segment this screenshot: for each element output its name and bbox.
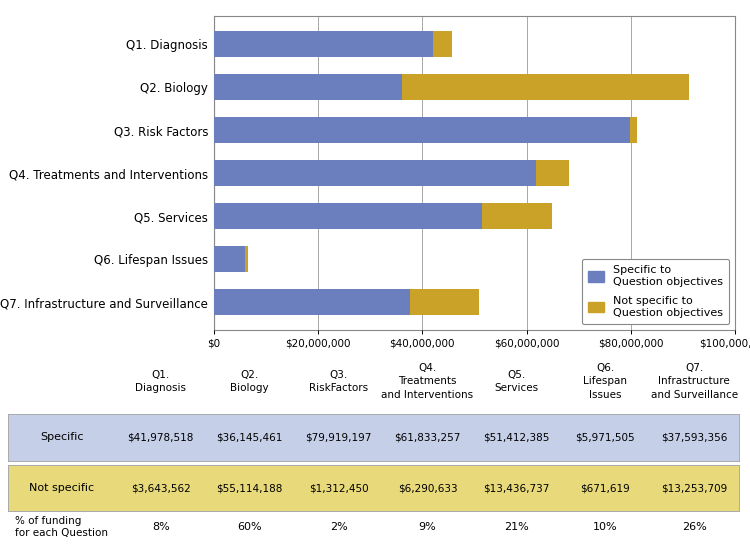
Text: 9%: 9% (419, 522, 436, 532)
Bar (410, 289, 478, 316)
Text: Q6.
Lifespan
Issues: Q6. Lifespan Issues (584, 364, 627, 399)
Bar (214, 117, 630, 143)
Text: Q2.
Biology: Q2. Biology (230, 370, 269, 393)
Text: 60%: 60% (237, 522, 262, 532)
Text: $3,643,562: $3,643,562 (130, 483, 190, 493)
Text: $13,253,709: $13,253,709 (662, 483, 728, 493)
Bar (214, 203, 482, 229)
Text: Q7.
Infrastructure
and Surveillance: Q7. Infrastructure and Surveillance (651, 364, 738, 399)
Bar (214, 246, 245, 272)
Text: 21%: 21% (504, 522, 529, 532)
Text: Specific: Specific (40, 432, 84, 443)
Text: $6,290,633: $6,290,633 (398, 483, 458, 493)
Text: $61,833,257: $61,833,257 (394, 432, 460, 443)
Bar (245, 246, 248, 272)
Text: $55,114,188: $55,114,188 (217, 483, 283, 493)
Legend: Specific to
Question objectives, Not specific to
Question objectives: Specific to Question objectives, Not spe… (582, 259, 730, 324)
Bar (536, 160, 568, 186)
Text: $51,412,385: $51,412,385 (483, 432, 550, 443)
Text: $41,978,518: $41,978,518 (128, 432, 194, 443)
Text: Q3.
RiskFactors: Q3. RiskFactors (309, 370, 368, 393)
Bar (214, 289, 410, 316)
Bar (214, 74, 402, 100)
Bar (433, 31, 451, 57)
Bar (630, 117, 638, 143)
Text: $671,619: $671,619 (580, 483, 630, 493)
Text: $36,145,461: $36,145,461 (217, 432, 283, 443)
Text: 8%: 8% (152, 522, 170, 532)
Text: 26%: 26% (682, 522, 706, 532)
Text: $1,312,450: $1,312,450 (309, 483, 368, 493)
Bar (402, 74, 689, 100)
Text: % of funding
for each Question: % of funding for each Question (15, 516, 108, 537)
Bar (482, 203, 552, 229)
Text: Not specific: Not specific (29, 483, 94, 493)
Text: $13,436,737: $13,436,737 (483, 483, 550, 493)
Text: Q5.
Services: Q5. Services (494, 370, 538, 393)
Text: $5,971,505: $5,971,505 (575, 432, 635, 443)
Bar (214, 31, 433, 57)
Bar (214, 160, 536, 186)
Text: Q1.
Diagnosis: Q1. Diagnosis (135, 370, 186, 393)
Text: 10%: 10% (593, 522, 618, 532)
Text: 2%: 2% (330, 522, 347, 532)
Text: Q4.
Treatments
and Interventions: Q4. Treatments and Interventions (382, 364, 473, 399)
Text: $79,919,197: $79,919,197 (305, 432, 372, 443)
Text: $37,593,356: $37,593,356 (661, 432, 728, 443)
